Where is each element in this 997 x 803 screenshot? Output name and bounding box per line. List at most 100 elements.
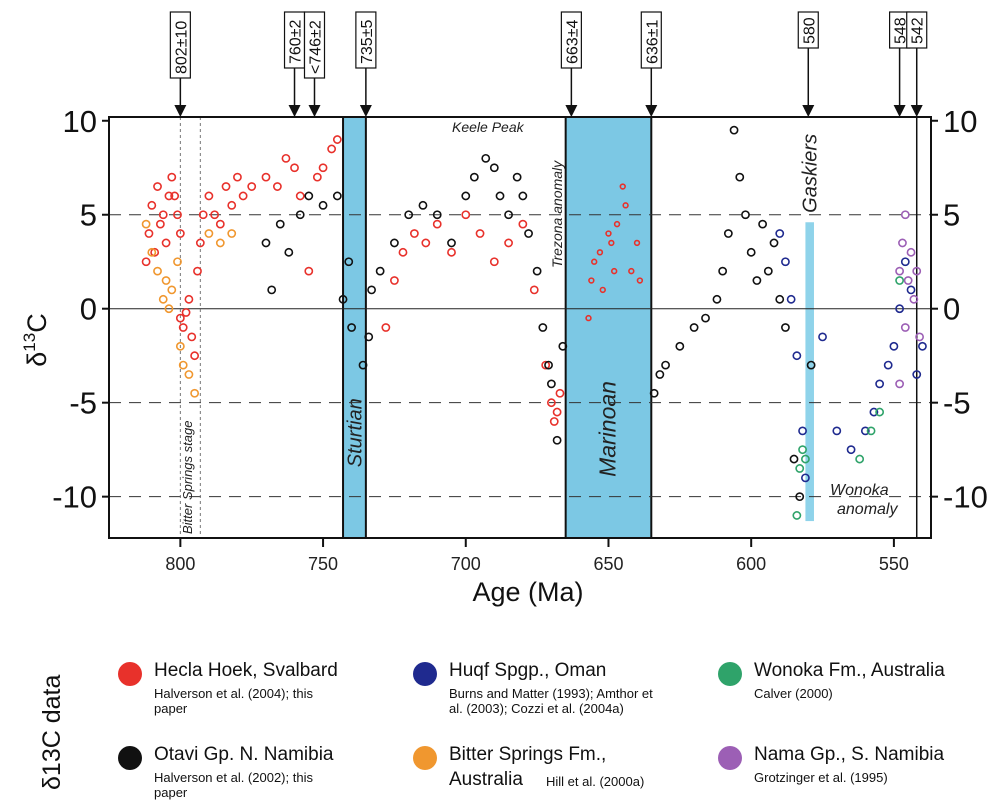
data-point: [900, 257, 910, 267]
data-point: [161, 238, 171, 248]
age-marker-label: 760±2: [288, 20, 305, 64]
series-nama-gp-s-namibia: [895, 210, 924, 389]
data-point: [173, 257, 182, 267]
data-point: [718, 266, 728, 276]
data-point: [175, 229, 185, 238]
legend-name2-bitter-springs: Australia: [449, 769, 523, 790]
data-point: [318, 163, 328, 173]
y-tick-label-right-10: 10: [943, 104, 977, 139]
data-point: [915, 332, 924, 342]
age-marker-542: 542: [906, 11, 928, 117]
data-point: [204, 229, 214, 238]
data-point: [153, 266, 162, 276]
data-point: [786, 294, 796, 304]
wonoka-label: Wonoka: [830, 482, 889, 499]
legend-item-huqf: Huqf Spgp., Oman Burns and Matter (1993)…: [413, 660, 683, 740]
data-point: [633, 239, 641, 247]
data-point: [327, 144, 337, 154]
data-point: [775, 229, 785, 238]
age-marker-label: <746±2: [308, 20, 325, 74]
data-point: [552, 435, 562, 445]
age-marker-arrowhead: [893, 105, 906, 117]
data-point: [275, 219, 285, 229]
data-point: [909, 294, 919, 304]
data-point: [532, 266, 542, 276]
data-point: [818, 332, 827, 342]
y-tick-label-left-0: 0: [80, 292, 97, 327]
data-point: [712, 294, 722, 304]
data-point: [233, 172, 242, 182]
data-point: [247, 182, 257, 191]
data-point: [649, 388, 659, 398]
legend-dot-bitter-springs: [413, 746, 437, 770]
data-point: [290, 163, 299, 173]
data-point: [141, 219, 151, 229]
age-marker-label: 580: [801, 17, 818, 44]
data-point: [170, 191, 180, 201]
data-point: [404, 210, 414, 220]
series-wonoka-fm-australia: [792, 276, 905, 520]
legend-name-bitter-springs: Bitter Springs Fm.,: [449, 744, 607, 765]
data-point: [312, 172, 322, 182]
age-marker-636-1: 636±1: [640, 11, 662, 117]
data-point: [613, 220, 621, 228]
legend-item-wonoka: Wonoka Fm., Australia Calver (2000): [718, 660, 993, 720]
data-point: [167, 285, 177, 295]
data-point: [900, 323, 910, 332]
data-point: [898, 238, 907, 248]
data-point: [546, 398, 556, 408]
anomaly-label: anomaly: [837, 501, 898, 518]
glaciation-label-sturtian: Sturtian: [344, 398, 366, 467]
data-point: [801, 454, 810, 464]
data-point: [906, 285, 916, 295]
data-point: [798, 426, 807, 436]
data-point: [215, 238, 225, 248]
x-tick-label-800: 800: [165, 554, 195, 574]
data-point: [599, 286, 606, 294]
data-point: [723, 229, 733, 238]
legend-item-bitter-springs: Bitter Springs Fm., Australia Hill et al…: [413, 744, 703, 802]
data-point: [164, 191, 174, 201]
data-point: [504, 238, 513, 248]
data-point: [193, 266, 202, 276]
legend-name-wonoka: Wonoka Fm., Australia: [754, 660, 945, 681]
trezona-anomaly-label: Trezona anomaly: [549, 160, 565, 268]
svg-text:δ13C: δ13C: [20, 313, 52, 366]
age-marker-label: 636±1: [644, 20, 661, 64]
data-point: [608, 239, 615, 247]
legend-dot-nama: [718, 746, 742, 770]
data-point: [204, 191, 214, 201]
data-point: [855, 454, 865, 464]
data-point: [518, 191, 528, 201]
legend-cite-wonoka: Calver (2000): [754, 686, 833, 701]
data-point: [781, 257, 790, 267]
data-point: [210, 210, 220, 220]
data-point: [544, 360, 553, 370]
age-marker-arrowhead: [359, 105, 372, 117]
data-point: [869, 407, 879, 417]
series-hecla-hoek-svalbard: [141, 135, 565, 426]
data-point: [190, 351, 200, 361]
data-point: [475, 229, 485, 238]
data-point: [261, 238, 271, 248]
y-tick-label-right--10: -10: [943, 480, 988, 515]
age-marker-arrowhead: [645, 105, 658, 117]
glaciation-label-marinoan: Marinoan: [594, 381, 620, 477]
data-point: [628, 267, 635, 275]
data-point: [875, 407, 885, 417]
data-point: [304, 191, 314, 201]
age-marker-663-4: 663±4: [560, 11, 582, 117]
data-point: [150, 247, 160, 257]
data-point: [538, 323, 548, 332]
data-point: [775, 294, 785, 304]
data-point: [175, 341, 185, 351]
data-point: [432, 219, 442, 229]
data-point: [675, 341, 685, 351]
legend-item-nama: Nama Gp., S. Namibia Grotzinger et al. (…: [718, 744, 993, 802]
data-point: [158, 210, 168, 220]
data-point: [261, 172, 271, 182]
y-axis-title-sup: 13: [20, 333, 39, 352]
data-point: [141, 257, 151, 267]
data-point: [390, 238, 399, 248]
legend-name-nama: Nama Gp., S. Namibia: [754, 744, 945, 765]
